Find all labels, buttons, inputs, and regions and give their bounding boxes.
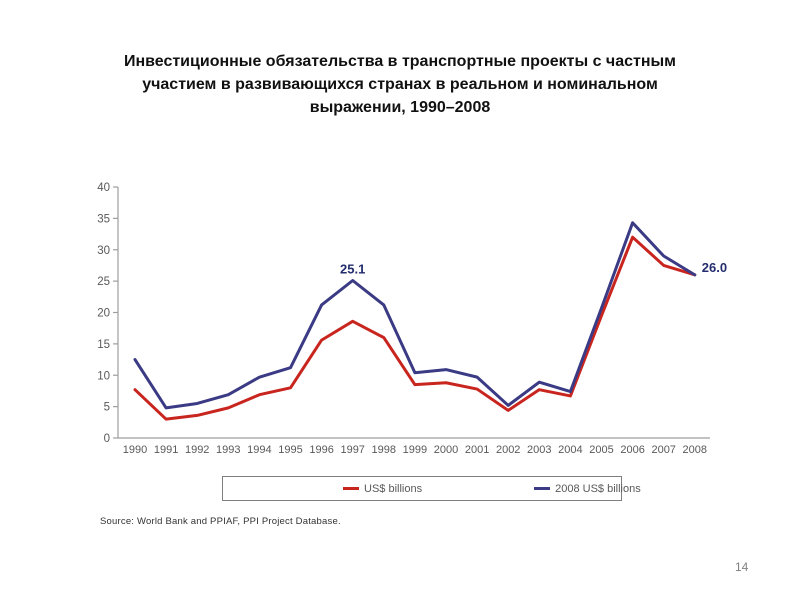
x-tick-label: 1997 xyxy=(340,444,364,456)
data-label-25.1: 25.1 xyxy=(340,261,365,276)
legend-swatch-red xyxy=(343,487,359,490)
x-tick-label: 2008 xyxy=(683,444,707,456)
legend-label: US$ billions xyxy=(364,482,423,495)
x-tick-label: 1990 xyxy=(123,444,147,456)
legend-label: 2008 US$ billions xyxy=(555,482,641,495)
x-tick-label: 2005 xyxy=(589,444,613,456)
x-tick-label: 2004 xyxy=(558,444,582,456)
y-tick-label: 35 xyxy=(97,213,110,225)
y-tick-label: 20 xyxy=(97,308,110,320)
x-tick-label: 1994 xyxy=(247,444,271,456)
x-tick-label: 2000 xyxy=(434,444,458,456)
y-tick-label: 0 xyxy=(104,433,110,445)
x-tick-label: 2001 xyxy=(465,444,489,456)
y-tick-label: 30 xyxy=(97,245,110,257)
x-tick-label: 1999 xyxy=(403,444,427,456)
series-line-0 xyxy=(133,235,697,421)
legend-item-us-billions: US$ billions xyxy=(343,483,422,495)
x-tick-label: 2007 xyxy=(651,444,675,456)
y-tick-label: 40 xyxy=(97,182,110,194)
y-tick-label: 5 xyxy=(104,402,110,414)
x-tick-label: 1993 xyxy=(216,444,240,456)
x-tick-label: 2002 xyxy=(496,444,520,456)
data-label-26.0: 26.0 xyxy=(702,260,727,275)
x-tick-label: 1992 xyxy=(185,444,209,456)
line-chart: 0 5 10 15 20 25 30 35 40 1990 1991 1992 1993 1994 1995… xyxy=(80,180,780,480)
legend-swatch-blue xyxy=(534,487,551,490)
slide-title: Инвестиционные обязательства в транспорт… xyxy=(123,53,677,117)
series-line-1 xyxy=(133,221,697,410)
x-tick-label: 1996 xyxy=(309,444,333,456)
y-tick-label: 25 xyxy=(97,276,110,288)
x-tick-label: 1995 xyxy=(278,444,302,456)
x-tick-label: 1998 xyxy=(372,444,396,456)
y-tick-label: 15 xyxy=(97,339,110,351)
chart-canvas: 0 5 10 15 20 25 30 35 40 1990 1991 1992 1993 1994 1995… xyxy=(97,182,727,456)
chart-legend: US$ billions 2008 US$ billions xyxy=(222,476,641,501)
legend-item-2008-us-billions: 2008 US$ billions xyxy=(534,483,641,495)
y-tick-label: 10 xyxy=(97,370,110,382)
x-tick-label: 1991 xyxy=(154,444,178,456)
x-tick-label: 2006 xyxy=(620,444,644,456)
x-tick-label: 2003 xyxy=(527,444,551,456)
page-number: 14 xyxy=(735,560,749,574)
source-note: Source: World Bank and PPIAF, PPI Projec… xyxy=(100,516,341,527)
